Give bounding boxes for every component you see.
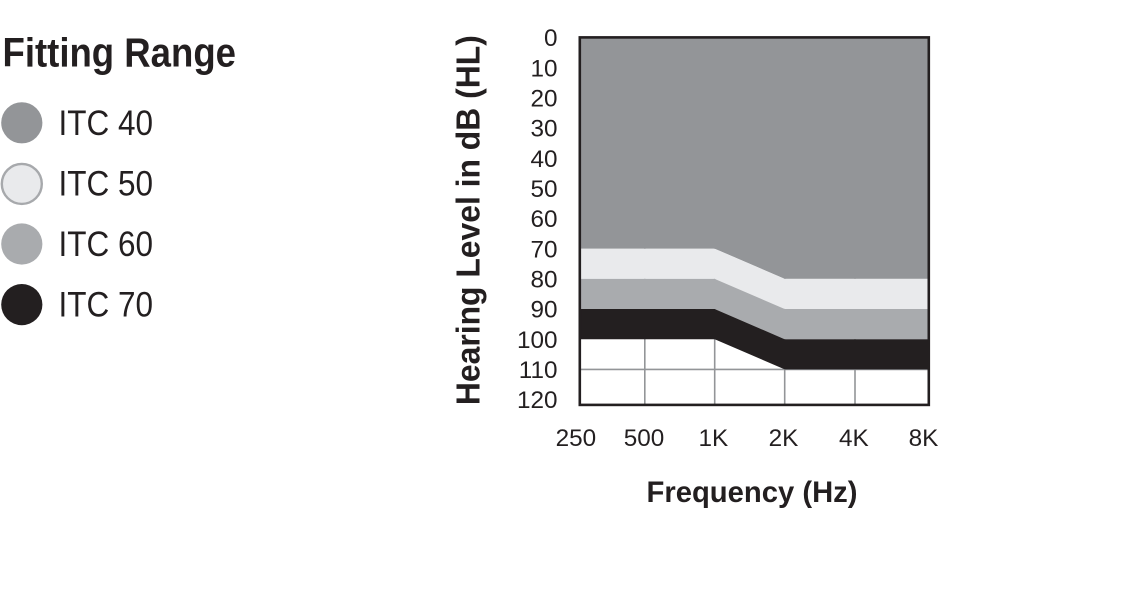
svg-text:4K: 4K [839,425,869,452]
svg-text:0: 0 [544,25,558,52]
svg-text:120: 120 [517,387,558,414]
svg-text:110: 110 [519,357,558,384]
svg-text:30: 30 [530,116,557,143]
svg-text:10: 10 [530,55,557,82]
svg-text:250: 250 [556,425,597,452]
svg-text:100: 100 [517,327,558,354]
svg-text:500: 500 [624,425,665,452]
svg-text:70: 70 [530,236,557,263]
svg-text:ITC 40: ITC 40 [59,104,154,143]
svg-text:ITC 50: ITC 50 [59,165,154,204]
svg-text:60: 60 [530,206,557,233]
svg-text:8K: 8K [909,425,939,452]
svg-text:90: 90 [530,297,557,324]
svg-text:80: 80 [530,266,557,293]
svg-text:Fitting Range: Fitting Range [3,30,237,76]
svg-text:ITC 70: ITC 70 [59,286,154,325]
svg-text:1K: 1K [698,425,728,452]
svg-text:20: 20 [530,85,557,112]
svg-text:Frequency (Hz): Frequency (Hz) [647,476,858,509]
svg-text:2K: 2K [769,425,799,452]
svg-text:Hearing Level in dB (HL): Hearing Level in dB (HL) [450,35,487,405]
svg-text:ITC 60: ITC 60 [59,225,154,264]
svg-text:50: 50 [530,176,557,203]
svg-text:40: 40 [530,146,557,173]
